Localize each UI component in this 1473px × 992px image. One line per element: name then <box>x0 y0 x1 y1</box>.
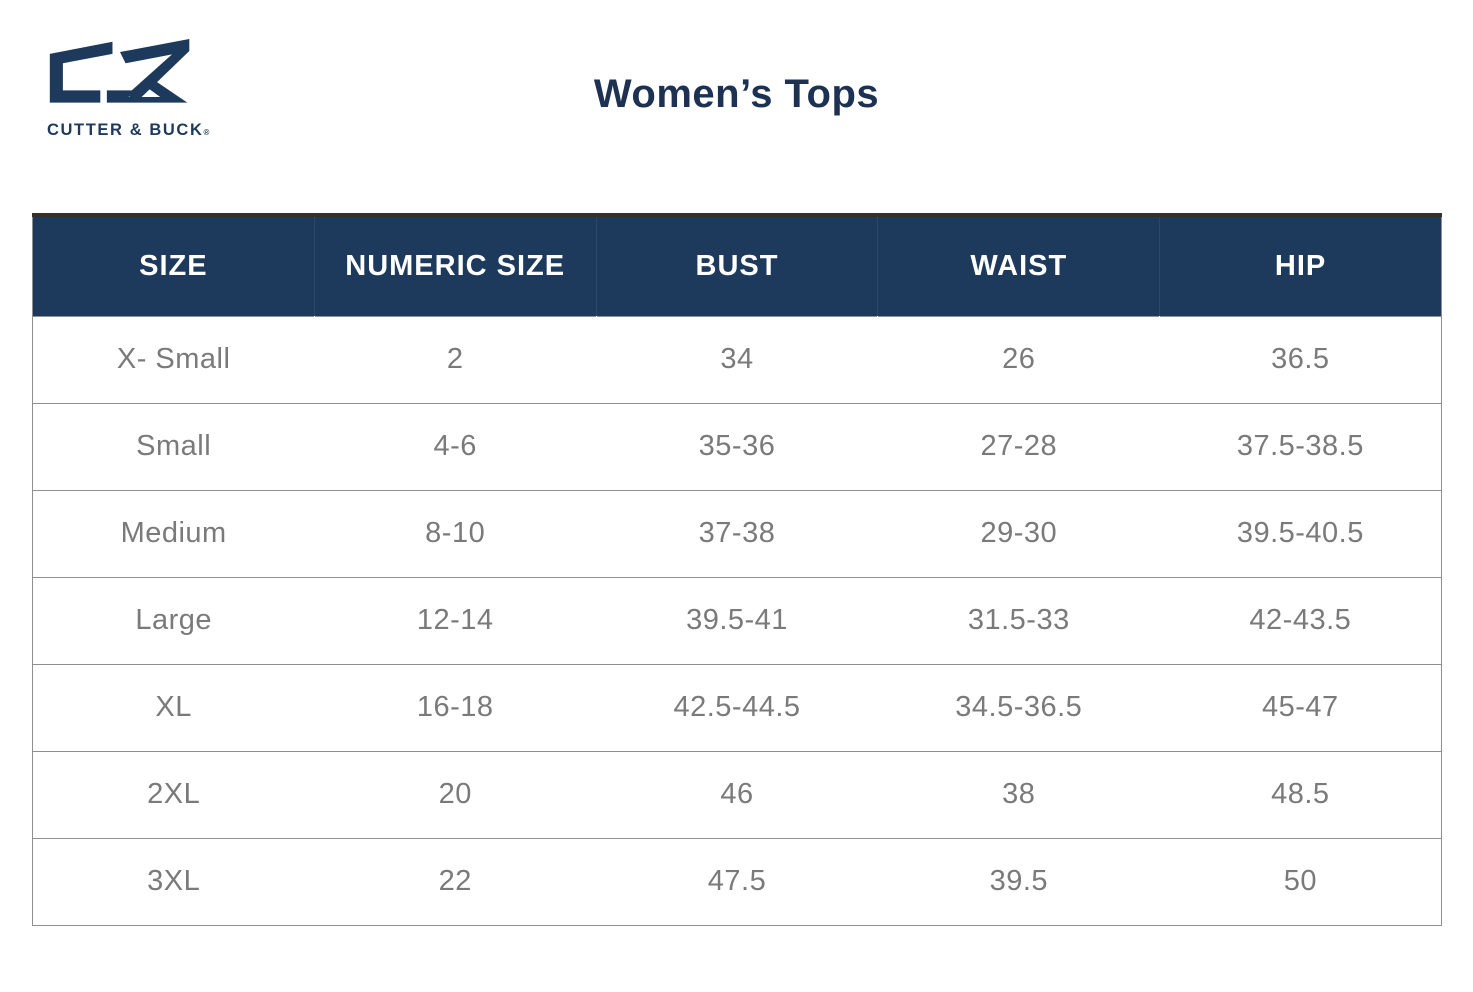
column-header: SIZE <box>32 215 315 316</box>
table-row: Large 12-14 39.5-41 31.5-33 42-43.5 <box>32 577 1442 664</box>
table-cell: 36.5 <box>1271 343 1330 375</box>
size-chart: SIZE NUMERIC SIZE BUST WAIST HIP X- Small 2 34… <box>32 213 1442 926</box>
table-cell: 31.5-33 <box>967 604 1070 636</box>
table-cell: 48.5 <box>1271 778 1330 810</box>
table-cell: 16-18 <box>416 691 494 723</box>
table-row: XL 16-18 42.5-44.5 34.5-36.5 45-47 <box>32 664 1442 751</box>
table-cell: 27-28 <box>980 430 1058 462</box>
table-cell: 39.5-41 <box>686 604 788 636</box>
column-header: NUMERIC SIZE <box>313 215 597 316</box>
table-cell: 34.5-36.5 <box>955 691 1083 723</box>
brand-name: CUTTER & BUCK <box>47 121 204 139</box>
table-cell: Medium <box>120 517 227 549</box>
table-cell: Small <box>136 430 212 462</box>
page-title: Women’s Tops <box>593 72 880 116</box>
table-cell: 34 <box>720 343 754 375</box>
table-cell: 20 <box>438 778 472 810</box>
table-cell: 4-6 <box>433 430 477 462</box>
table-cell: 2 <box>446 343 464 375</box>
table-cell: XL <box>155 691 192 723</box>
cutter-buck-monogram-icon <box>49 38 190 103</box>
table-cell: 37-38 <box>698 517 776 549</box>
table-cell: 37.5-38.5 <box>1236 430 1364 462</box>
table-cell: 38 <box>1002 778 1036 810</box>
table-cell: 8-10 <box>425 517 486 549</box>
table-cell: 2XL <box>147 778 201 810</box>
table-cell: 35-36 <box>698 430 776 462</box>
table-cell: 26 <box>1002 343 1036 375</box>
table-body: X- Small 2 34 26 36.5 Small 4-6 35-36 27-28 37.5-… <box>32 316 1442 925</box>
table-cell: 39.5-40.5 <box>1236 517 1364 549</box>
table-cell: Large <box>135 604 212 636</box>
header-row: SIZE NUMERIC SIZE BUST WAIST HIP <box>32 215 1442 316</box>
table-cell: 50 <box>1283 865 1317 897</box>
table-row: Small 4-6 35-36 27-28 37.5-38.5 <box>32 403 1442 490</box>
table-row: 2XL 20 46 38 48.5 <box>32 751 1442 838</box>
table-cell: 45-47 <box>1262 691 1339 723</box>
table-cell: 22 <box>438 865 472 897</box>
table-cell: 3XL <box>147 865 201 897</box>
table-cell: 42-43.5 <box>1249 604 1352 636</box>
table-cell: 39.5 <box>989 865 1049 897</box>
column-header: WAIST <box>877 215 1160 316</box>
column-header: HIP <box>1159 215 1442 316</box>
table-cell: X- Small <box>116 343 231 375</box>
table-cell: 29-30 <box>980 517 1058 549</box>
size-chart-table: SIZE NUMERIC SIZE BUST WAIST HIP X- Small 2 34… <box>32 213 1442 926</box>
table-row: Medium 8-10 37-38 29-30 39.5-40.5 <box>32 490 1442 577</box>
table-cell: 47.5 <box>707 865 767 897</box>
registered-mark: ® <box>203 128 210 137</box>
brand-logo: CUTTER & BUCK® <box>47 38 210 140</box>
column-header: BUST <box>595 215 878 316</box>
table-cell: 12-14 <box>416 604 494 636</box>
brand-wordmark: CUTTER & BUCK® <box>47 121 210 140</box>
table-row: X- Small 2 34 26 36.5 <box>32 316 1442 403</box>
table-cell: 42.5-44.5 <box>673 691 801 723</box>
table-row: 3XL 22 47.5 39.5 50 <box>32 838 1442 925</box>
table-cell: 46 <box>720 778 754 810</box>
table-header: SIZE NUMERIC SIZE BUST WAIST HIP <box>32 215 1442 316</box>
